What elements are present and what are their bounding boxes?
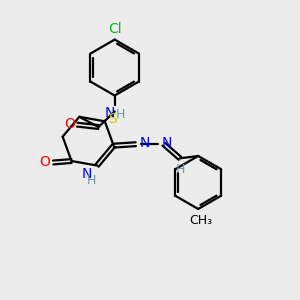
Text: H: H (176, 163, 185, 176)
Text: H: H (86, 174, 96, 187)
Text: H: H (115, 108, 125, 121)
Text: CH₃: CH₃ (189, 214, 212, 227)
Text: S: S (108, 112, 117, 126)
Text: N: N (161, 136, 172, 150)
Text: N: N (139, 136, 150, 150)
Text: Cl: Cl (108, 22, 122, 36)
Text: N: N (81, 167, 92, 181)
Text: O: O (39, 155, 50, 170)
Text: O: O (64, 117, 75, 131)
Text: N: N (104, 106, 115, 120)
